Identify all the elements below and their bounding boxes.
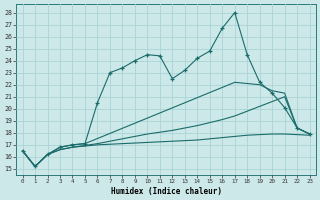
- X-axis label: Humidex (Indice chaleur): Humidex (Indice chaleur): [111, 187, 221, 196]
